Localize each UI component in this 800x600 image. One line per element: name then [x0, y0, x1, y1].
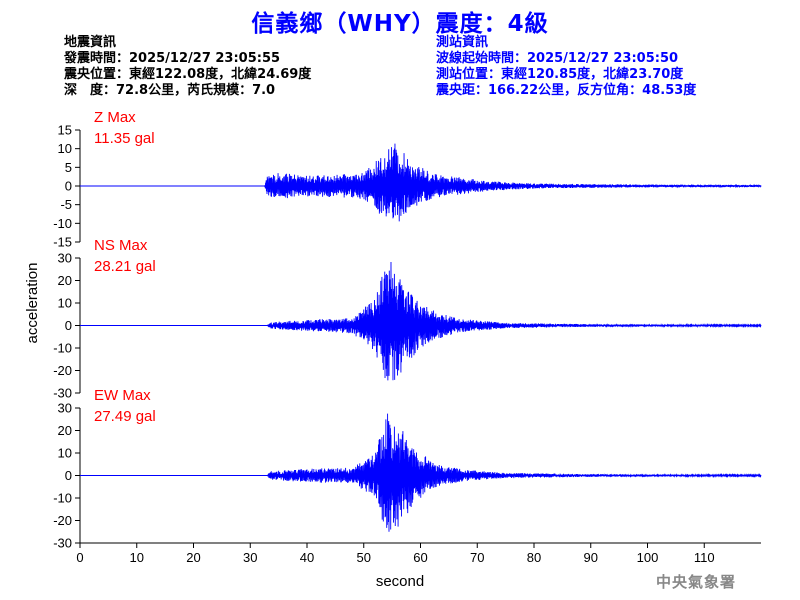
station-location: 測站位置：東經120.85度，北緯23.70度 [436, 67, 684, 82]
x-tick-label: 20 [186, 550, 200, 565]
event-location: 震央位置：東經122.08度，北緯24.69度 [64, 67, 312, 82]
y-tick-label: -15 [53, 235, 72, 250]
station-wave-start: 波線起始時間：2025/12/27 23:05:50 [436, 51, 679, 66]
y-tick-label: 0 [65, 318, 72, 333]
y-tick-label: -20 [53, 363, 72, 378]
x-tick-label: 0 [76, 550, 83, 565]
station-distance-azimuth: 震央距：166.22公里，反方位角：48.53度 [436, 83, 697, 98]
channel-max-value: 27.49 gal [94, 408, 156, 425]
y-tick-label: 30 [58, 401, 72, 416]
y-tick-label: 20 [58, 423, 72, 438]
y-tick-label: 0 [65, 179, 72, 194]
x-tick-label: 100 [637, 550, 659, 565]
x-tick-label: 80 [527, 550, 541, 565]
channel-max-label: EW Max [94, 387, 151, 404]
station-info-heading: 測站資訊 [436, 35, 489, 50]
channel-max-label: Z Max [94, 109, 136, 126]
y-tick-label: -10 [53, 341, 72, 356]
y-tick-label: 0 [65, 468, 72, 483]
event-info: 地震資訊 發震時間：2025/12/27 23:05:55 震央位置：東經122… [64, 35, 311, 99]
y-tick-label: -20 [53, 513, 72, 528]
y-tick-label: 10 [58, 141, 72, 156]
waveform-trace-ns [80, 262, 762, 381]
x-tick-label: 110 [694, 550, 715, 565]
y-tick-label: -30 [53, 536, 72, 551]
channel-max-value: 28.21 gal [94, 258, 156, 275]
x-axis-label: second [376, 573, 424, 590]
y-tick-label: -5 [60, 197, 72, 212]
y-tick-label: 30 [58, 251, 72, 266]
channel-max-value: 11.35 gal [94, 130, 155, 147]
page-title: 信義鄉（WHY）震度：4級 [251, 11, 549, 37]
channel-max-label: NS Max [94, 237, 148, 254]
x-tick-label: 60 [413, 550, 427, 565]
y-tick-label: -30 [53, 386, 72, 401]
x-tick-label: 10 [130, 550, 144, 565]
station-info: 測站資訊 波線起始時間：2025/12/27 23:05:50 測站位置：東經1… [436, 35, 696, 99]
x-tick-label: 50 [357, 550, 371, 565]
x-tick-label: 40 [300, 550, 314, 565]
x-tick-label: 90 [584, 550, 598, 565]
x-tick-label: 70 [470, 550, 484, 565]
y-tick-label: 15 [58, 123, 72, 138]
x-tick-label: 30 [243, 550, 257, 565]
y-tick-label: 20 [58, 273, 72, 288]
event-depth-magnitude: 深 度：72.8公里，芮氏規模：7.0 [64, 83, 276, 98]
y-tick-label: -10 [53, 491, 72, 506]
y-tick-label: -10 [53, 216, 72, 231]
waveform-trace-ew [80, 413, 762, 532]
y-axis-label: acceleration [24, 263, 41, 344]
y-tick-label: 10 [58, 446, 72, 461]
waveform-trace-z [80, 143, 762, 222]
event-info-heading: 地震資訊 [64, 35, 117, 50]
y-tick-label: 10 [58, 296, 72, 311]
y-tick-label: 5 [65, 160, 72, 175]
cwa-watermark: 中央氣象署 [656, 573, 737, 591]
event-time: 發震時間：2025/12/27 23:05:55 [64, 51, 281, 66]
